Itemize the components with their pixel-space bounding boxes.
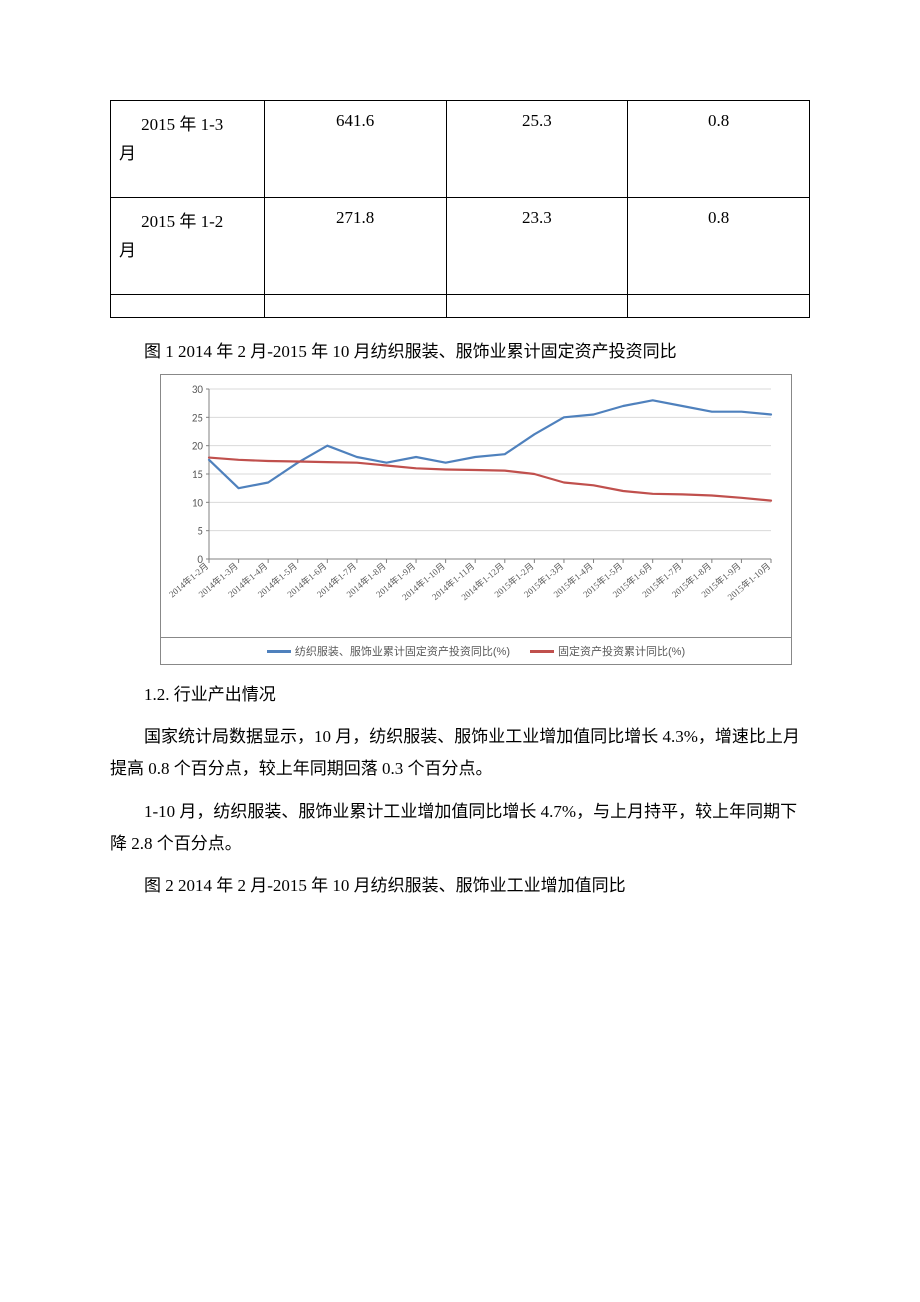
figure1-caption: 图 1 2014 年 2 月-2015 年 10 月纺织服装、服饰业累计固定资产… [110, 336, 810, 368]
empty-cell [264, 294, 446, 317]
svg-text:15: 15 [192, 468, 203, 481]
svg-text:5: 5 [197, 525, 203, 538]
empty-cell [111, 294, 265, 317]
section-1-2-para2: 1-10 月，纺织服装、服饰业累计工业增加值同比增长 4.7%，与上月持平，较上… [110, 796, 810, 861]
value-cell: 23.3 [446, 197, 628, 294]
legend-swatch [267, 650, 291, 653]
table-row [111, 294, 810, 317]
svg-text:10: 10 [192, 496, 204, 509]
value-cell: 25.3 [446, 101, 628, 198]
section-1-2-para1: 国家统计局数据显示，10 月，纺织服装、服饰业工业增加值同比增长 4.3%，增速… [110, 721, 810, 786]
value-cell: 0.8 [628, 197, 810, 294]
table-row: 2015 年 1-3月641.625.30.8 [111, 101, 810, 198]
legend-label: 固定资产投资累计同比(%) [558, 646, 685, 658]
figure2-caption: 图 2 2014 年 2 月-2015 年 10 月纺织服装、服饰业工业增加值同… [110, 870, 810, 902]
figure1-svg: 0510152025302014年1-2月2014年1-3月2014年1-4月2… [169, 381, 783, 631]
value-cell: 271.8 [264, 197, 446, 294]
period-cell: 2015 年 1-3月 [111, 101, 265, 198]
legend-item: 纺织服装、服饰业累计固定资产投资同比(%) [267, 643, 510, 659]
figure1-chart: 0510152025302014年1-2月2014年1-3月2014年1-4月2… [160, 374, 792, 665]
svg-text:20: 20 [192, 440, 204, 453]
value-cell: 0.8 [628, 101, 810, 198]
legend-item: 固定资产投资累计同比(%) [530, 643, 685, 659]
investment-table: 2015 年 1-3月641.625.30.82015 年 1-2月271.82… [110, 100, 810, 318]
section-1-2-heading: 1.2. 行业产出情况 [110, 679, 810, 711]
period-cell: 2015 年 1-2月 [111, 197, 265, 294]
figure1-legend: 纺织服装、服饰业累计固定资产投资同比(%) 固定资产投资累计同比(%) [161, 637, 791, 664]
empty-cell [628, 294, 810, 317]
legend-label: 纺织服装、服饰业累计固定资产投资同比(%) [295, 646, 510, 658]
empty-cell [446, 294, 628, 317]
table-row: 2015 年 1-2月271.823.30.8 [111, 197, 810, 294]
svg-text:30: 30 [192, 383, 204, 396]
svg-text:25: 25 [192, 411, 203, 424]
legend-swatch [530, 650, 554, 653]
value-cell: 641.6 [264, 101, 446, 198]
